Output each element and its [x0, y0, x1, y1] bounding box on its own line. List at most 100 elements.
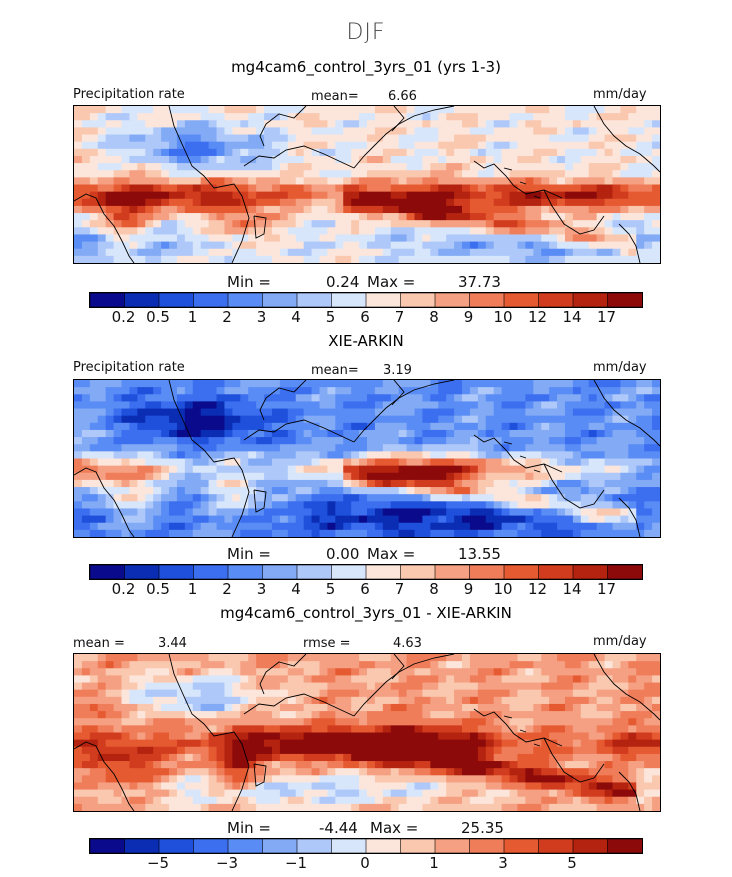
heatmap-cell — [81, 184, 91, 193]
heatmap-cell — [351, 515, 360, 524]
heatmap-cell — [359, 148, 368, 157]
heatmap-cell — [161, 387, 170, 395]
heatmap-cell — [224, 501, 233, 510]
coastline — [618, 223, 641, 263]
heatmap-cell — [105, 522, 115, 531]
heatmap-cell — [477, 732, 487, 741]
coastline — [243, 419, 355, 443]
heatmap-cell — [493, 198, 503, 207]
heatmap-cell — [430, 127, 439, 136]
heatmap-cell — [224, 234, 233, 243]
heatmap-cell — [192, 134, 202, 143]
heatmap-cell — [485, 494, 495, 502]
heatmap-cell — [446, 753, 455, 762]
heatmap-cell — [469, 529, 479, 537]
heatmap-cell — [81, 654, 91, 662]
heatmap-cell — [406, 127, 416, 136]
heatmap-cell — [604, 515, 614, 524]
heatmap-cell — [256, 529, 265, 537]
heatmap-cell — [620, 163, 629, 171]
heatmap-cell — [541, 508, 550, 517]
heatmap-cell — [628, 444, 637, 452]
heatmap-cell — [636, 739, 645, 748]
heatmap-cell — [319, 682, 329, 691]
heatmap-cell — [137, 661, 146, 669]
heatmap-cell — [351, 155, 360, 164]
heatmap-cell — [319, 675, 329, 684]
heatmap-cell — [169, 422, 178, 431]
heatmap-cell — [572, 508, 582, 517]
heatmap-cell — [477, 401, 487, 410]
heatmap-cell — [438, 782, 447, 791]
heatmap-cell — [588, 479, 598, 488]
heatmap-cell — [438, 408, 447, 417]
heatmap-cell — [279, 782, 289, 791]
heatmap-cell — [105, 465, 115, 474]
heatmap-cell — [287, 746, 297, 755]
heatmap-cell — [192, 479, 202, 488]
heatmap-cell — [406, 191, 416, 200]
heatmap-cell — [192, 689, 202, 698]
heatmap-cell — [501, 753, 511, 762]
heatmap-cell — [97, 401, 107, 410]
heatmap-cell — [509, 739, 519, 748]
heatmap-cell — [129, 255, 138, 263]
heatmap-cell — [612, 205, 622, 214]
heatmap-cell — [129, 155, 138, 164]
heatmap-cell — [327, 768, 336, 776]
heatmap-cell — [232, 387, 241, 395]
heatmap-cell — [97, 796, 107, 805]
heatmap-cell — [454, 148, 463, 157]
heatmap-cell — [145, 501, 154, 510]
heatmap-cell — [343, 422, 352, 431]
heatmap-cell — [81, 191, 91, 200]
heatmap-cell — [604, 220, 614, 228]
heatmap-cell — [390, 163, 400, 171]
heatmap-cell — [382, 732, 392, 741]
heatmap-cell — [564, 422, 574, 431]
heatmap-cell — [493, 675, 503, 684]
heatmap-cell — [192, 415, 202, 424]
heatmap-cell — [343, 220, 352, 228]
heatmap-cell — [572, 106, 582, 114]
heatmap-cell — [652, 761, 660, 769]
heatmap-cell — [430, 177, 439, 186]
heatmap-cell — [477, 654, 487, 662]
heatmap-cell — [628, 465, 637, 474]
heatmap-cell — [295, 782, 305, 791]
heatmap-cell — [169, 106, 178, 114]
heatmap-cell — [224, 775, 233, 784]
heatmap-cell — [588, 458, 598, 467]
heatmap-cell — [398, 134, 408, 143]
heatmap-cell — [469, 775, 479, 784]
heatmap-cell — [374, 170, 384, 178]
heatmap-cell — [256, 753, 265, 762]
heatmap-cell — [580, 394, 590, 403]
heatmap-cell — [580, 761, 590, 769]
heatmap-cell — [406, 508, 416, 517]
heatmap-cell — [137, 494, 146, 502]
heatmap-cell — [525, 761, 534, 769]
heatmap-cell — [430, 508, 439, 517]
heatmap-cell — [224, 422, 233, 431]
heatmap-cell — [628, 703, 637, 712]
heatmap-cell — [469, 487, 479, 495]
heatmap-cell — [359, 241, 368, 250]
heatmap-cell — [398, 732, 408, 741]
colorbar-swatch — [538, 293, 574, 307]
heatmap-cell — [137, 241, 146, 250]
heatmap-cell — [105, 711, 115, 719]
heatmap-cell — [256, 170, 265, 178]
heatmap-cell — [184, 127, 194, 136]
heatmap-cell — [113, 437, 123, 445]
heatmap-cell — [509, 654, 519, 662]
heatmap-cell — [509, 401, 519, 410]
heatmap-cell — [422, 696, 431, 705]
heatmap-cell — [248, 387, 257, 395]
heatmap-cell — [604, 380, 614, 388]
heatmap-cell — [652, 487, 660, 495]
heatmap-cell — [525, 789, 534, 798]
heatmap-cell — [549, 803, 558, 811]
heatmap-cell — [509, 394, 519, 403]
heatmap-cell — [343, 725, 352, 734]
